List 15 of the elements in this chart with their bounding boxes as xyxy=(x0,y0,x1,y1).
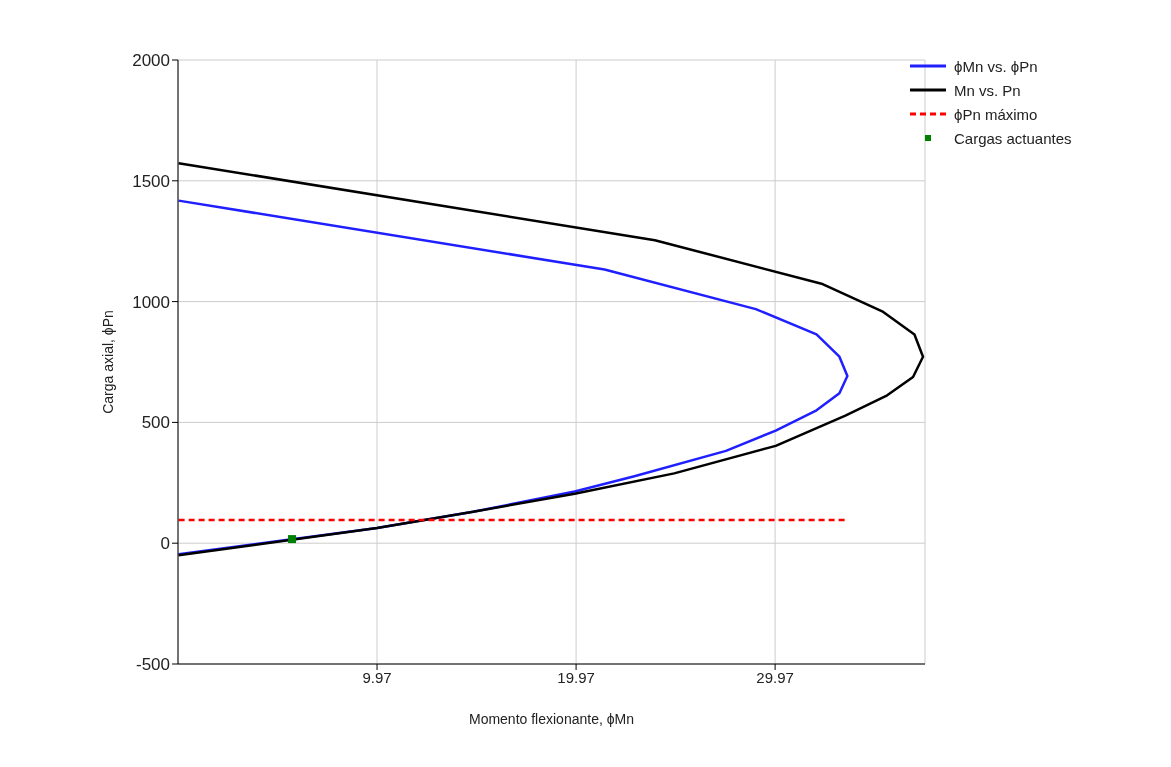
y-axis-title: Carga axial, ϕPn xyxy=(99,310,116,414)
x-tick-label: 9.97 xyxy=(362,668,392,686)
x-axis-title: Momento flexionante, ϕMn xyxy=(468,711,635,727)
y-tick-label: 2000 xyxy=(132,51,170,71)
x-tick-label: 19.97 xyxy=(557,668,595,686)
legend-label: Mn vs. Pn xyxy=(954,81,1021,99)
y-tick-label: 0 xyxy=(160,534,170,554)
y-tick-label: 500 xyxy=(141,413,170,433)
y-tick-label: -500 xyxy=(135,655,170,675)
y-tick-label: 1000 xyxy=(132,292,170,312)
legend-label: ϕMn vs. ϕPn xyxy=(954,57,1038,75)
y-tick-label: 1500 xyxy=(132,171,170,191)
legend-label: ϕPn máximo xyxy=(954,105,1038,123)
x-tick-label: 29.97 xyxy=(756,668,794,686)
legend-label: Cargas actuantes xyxy=(954,129,1072,147)
